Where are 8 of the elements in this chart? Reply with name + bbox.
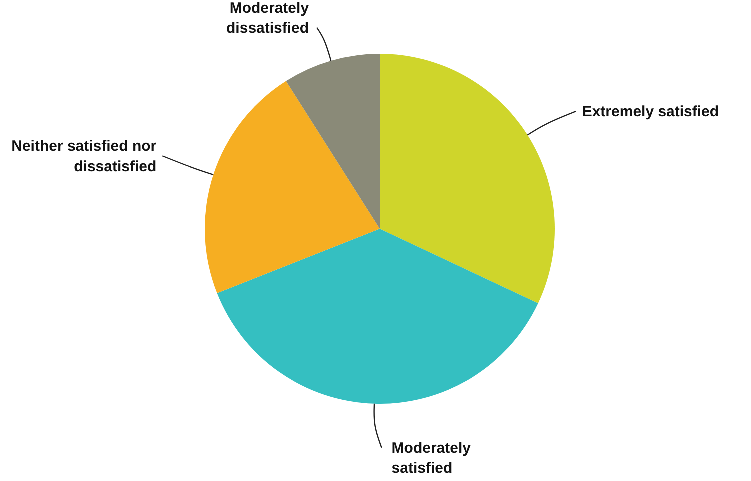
pie-slice xyxy=(286,54,380,229)
slice-label: Extremely satisfied xyxy=(582,103,720,120)
pie-slice xyxy=(217,229,538,404)
pie-slice xyxy=(205,81,380,294)
pie-slice xyxy=(380,54,555,304)
slice-label: Moderately satisfied xyxy=(392,440,472,478)
slice-label: Moderately dissatisfied xyxy=(226,0,310,38)
slice-label: Neither satisfied nor dissatisfied xyxy=(12,138,157,176)
